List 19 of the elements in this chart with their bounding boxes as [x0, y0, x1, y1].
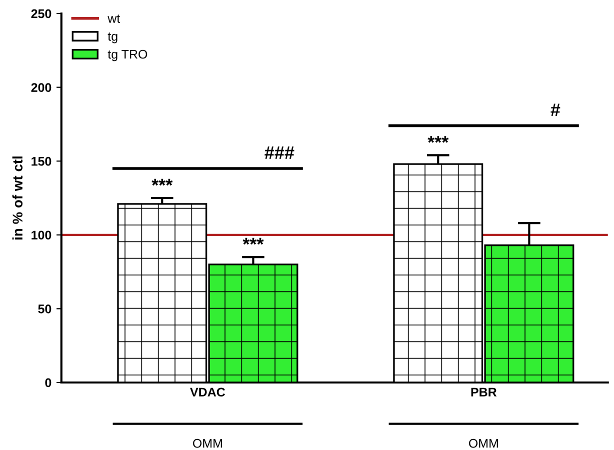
legend-label: tg TRO [108, 50, 148, 62]
x-tick-label: PBR [471, 388, 497, 396]
y-tick-label: 0 [45, 378, 52, 388]
annotation: ### [264, 146, 294, 159]
y-axis-title: in % of wt ctl [12, 156, 23, 240]
legend-label: tg [108, 32, 118, 44]
y-tick-label: 250 [31, 9, 52, 18]
y-tick-label: 50 [38, 304, 52, 314]
annotation: *** [242, 238, 264, 245]
annotation: *** [152, 178, 173, 186]
y-tick-label: 100 [32, 230, 52, 240]
legend-label: wt [108, 14, 120, 23]
y-tick-label: 200 [31, 83, 52, 92]
annotation: *** [428, 136, 449, 143]
text: OMM [192, 438, 222, 448]
text: OMM [468, 438, 498, 448]
y-tick-label: 150 [32, 156, 52, 166]
x-tick-label: VDAC [190, 388, 226, 397]
annotation: # [550, 104, 560, 116]
